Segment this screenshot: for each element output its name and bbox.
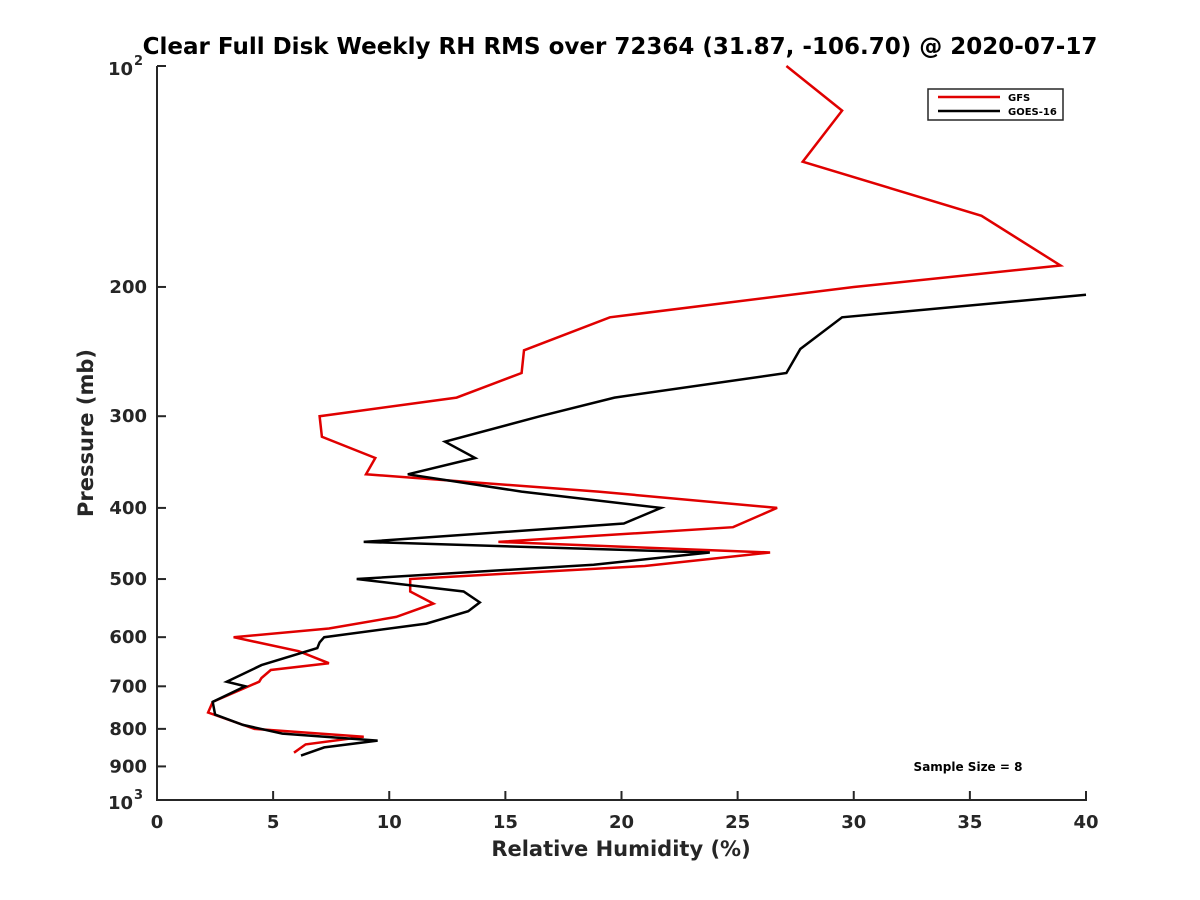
y-tick-label-bottom-base: 10 xyxy=(108,793,133,814)
x-tick-label-30: 30 xyxy=(841,812,866,833)
x-tick-label-35: 35 xyxy=(957,812,982,833)
y-tick-label-300: 300 xyxy=(109,406,147,427)
y-tick-label-800: 800 xyxy=(109,719,147,740)
x-axis-label: Relative Humidity (%) xyxy=(491,837,750,861)
y-tick-label-200: 200 xyxy=(109,277,147,298)
y-tick-label-top-base: 10 xyxy=(108,59,133,80)
series-line-goes16 xyxy=(211,293,1087,757)
x-tick-label-40: 40 xyxy=(1073,812,1098,833)
legend-label-gfs: GFS xyxy=(1008,93,1030,104)
series-layer xyxy=(206,65,1087,757)
legend-box xyxy=(927,88,1064,121)
y-tick-label-500: 500 xyxy=(109,569,147,590)
sample-size-annotation: Sample Size = 8 xyxy=(914,760,1023,774)
x-tick-label-10: 10 xyxy=(377,812,402,833)
x-tick-label-20: 20 xyxy=(609,812,634,833)
legend: GFS GOES-16 xyxy=(927,88,1064,121)
x-tick-label-0: 0 xyxy=(151,812,164,833)
x-tick-label-5: 5 xyxy=(267,812,280,833)
y-tick-label-600: 600 xyxy=(109,627,147,648)
y-tick-label-top-exp: 2 xyxy=(134,54,143,69)
y-tick-label-700: 700 xyxy=(109,676,147,697)
x-ticks: 0 5 10 15 20 25 30 35 40 xyxy=(151,791,1099,833)
series-line-gfs xyxy=(206,65,1065,754)
legend-label-goes16: GOES-16 xyxy=(1008,107,1057,118)
chart-title: Clear Full Disk Weekly RH RMS over 72364… xyxy=(143,34,1098,60)
y-tick-label-900: 900 xyxy=(109,756,147,777)
x-tick-label-15: 15 xyxy=(493,812,518,833)
y-tick-label-400: 400 xyxy=(109,498,147,519)
y-axis-label: Pressure (mb) xyxy=(74,349,98,517)
y-tick-label-bottom-exp: 3 xyxy=(134,788,143,803)
x-tick-label-25: 25 xyxy=(725,812,750,833)
